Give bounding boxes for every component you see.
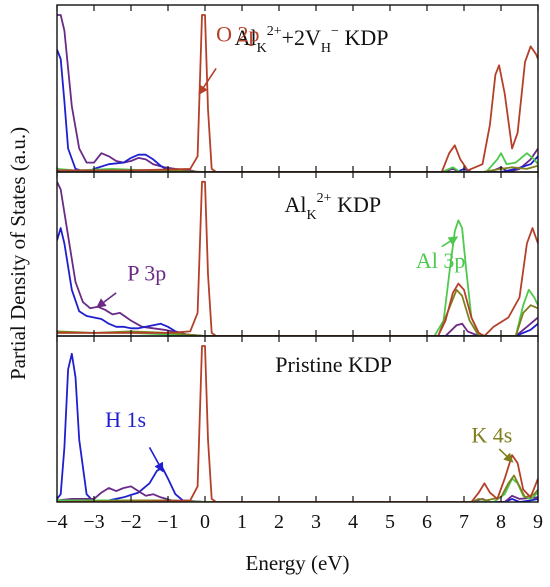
panel-title-3: Pristine KDP: [275, 352, 392, 377]
panel-3: Pristine KDP H 1s K 4s: [56, 335, 539, 503]
x-tick-label: 6: [422, 511, 432, 533]
annotation-arrow-1-1: [198, 67, 217, 96]
annotation-label-3-2: K 4s: [471, 423, 512, 448]
series-line-p2-5: [57, 180, 538, 336]
annotation-label-2-1: P 3p: [127, 261, 166, 286]
series-line-p2-1: [57, 181, 538, 336]
panel-2: AlK2+ KDP P 3p Al 3p: [56, 171, 539, 337]
axes-layer: −4 −3 −2 −1 0 1 2 3 4 5 6 7 8 9: [46, 511, 543, 533]
annotation-arrow-2-2: [441, 236, 459, 248]
series-line-p3-5: [57, 345, 538, 502]
x-tick-label: 1: [237, 511, 247, 533]
x-tick-label: −2: [120, 511, 141, 533]
series-line-p3-4: [57, 474, 538, 502]
x-tick-label: 2: [274, 511, 284, 533]
panel-title-1: AlK2++2VH− KDP: [235, 24, 389, 56]
series-line-p2-4: [57, 288, 538, 336]
x-tick-label: 0: [200, 511, 210, 533]
annotation-label-1-1: O 2p: [216, 22, 259, 47]
series-line-p1-2: [57, 49, 538, 172]
y-axis-label: Partial Density of States (a.u.): [6, 127, 30, 380]
annotation-label-2-2: Al 3p: [416, 248, 466, 273]
x-tick-label: −1: [157, 511, 178, 533]
x-tick-label: −4: [46, 511, 67, 533]
x-axis-label: Energy (eV): [246, 551, 350, 575]
series-line-p3-3: [57, 477, 538, 502]
panel-frame-3: [56, 335, 539, 503]
x-tick-label: 4: [348, 511, 358, 533]
x-tick-label: 5: [385, 511, 395, 533]
x-tick-label: 7: [459, 511, 469, 533]
x-tick-label: 8: [496, 511, 506, 533]
panel-title-2: AlK2+ KDP: [285, 191, 382, 223]
annotation-arrow-3-2: [498, 448, 514, 463]
annotation-arrow-2-1: [96, 292, 117, 308]
x-tick-label: −3: [83, 511, 104, 533]
x-tick-label: 9: [533, 511, 543, 533]
series-line-p3-2: [57, 485, 538, 502]
series-line-p1-5: [57, 14, 538, 172]
x-tick-label: 3: [311, 511, 321, 533]
annotation-arrow-3-1: [148, 446, 164, 473]
annotation-label-3-1: H 1s: [105, 407, 146, 432]
series-line-p2-3: [57, 219, 538, 336]
